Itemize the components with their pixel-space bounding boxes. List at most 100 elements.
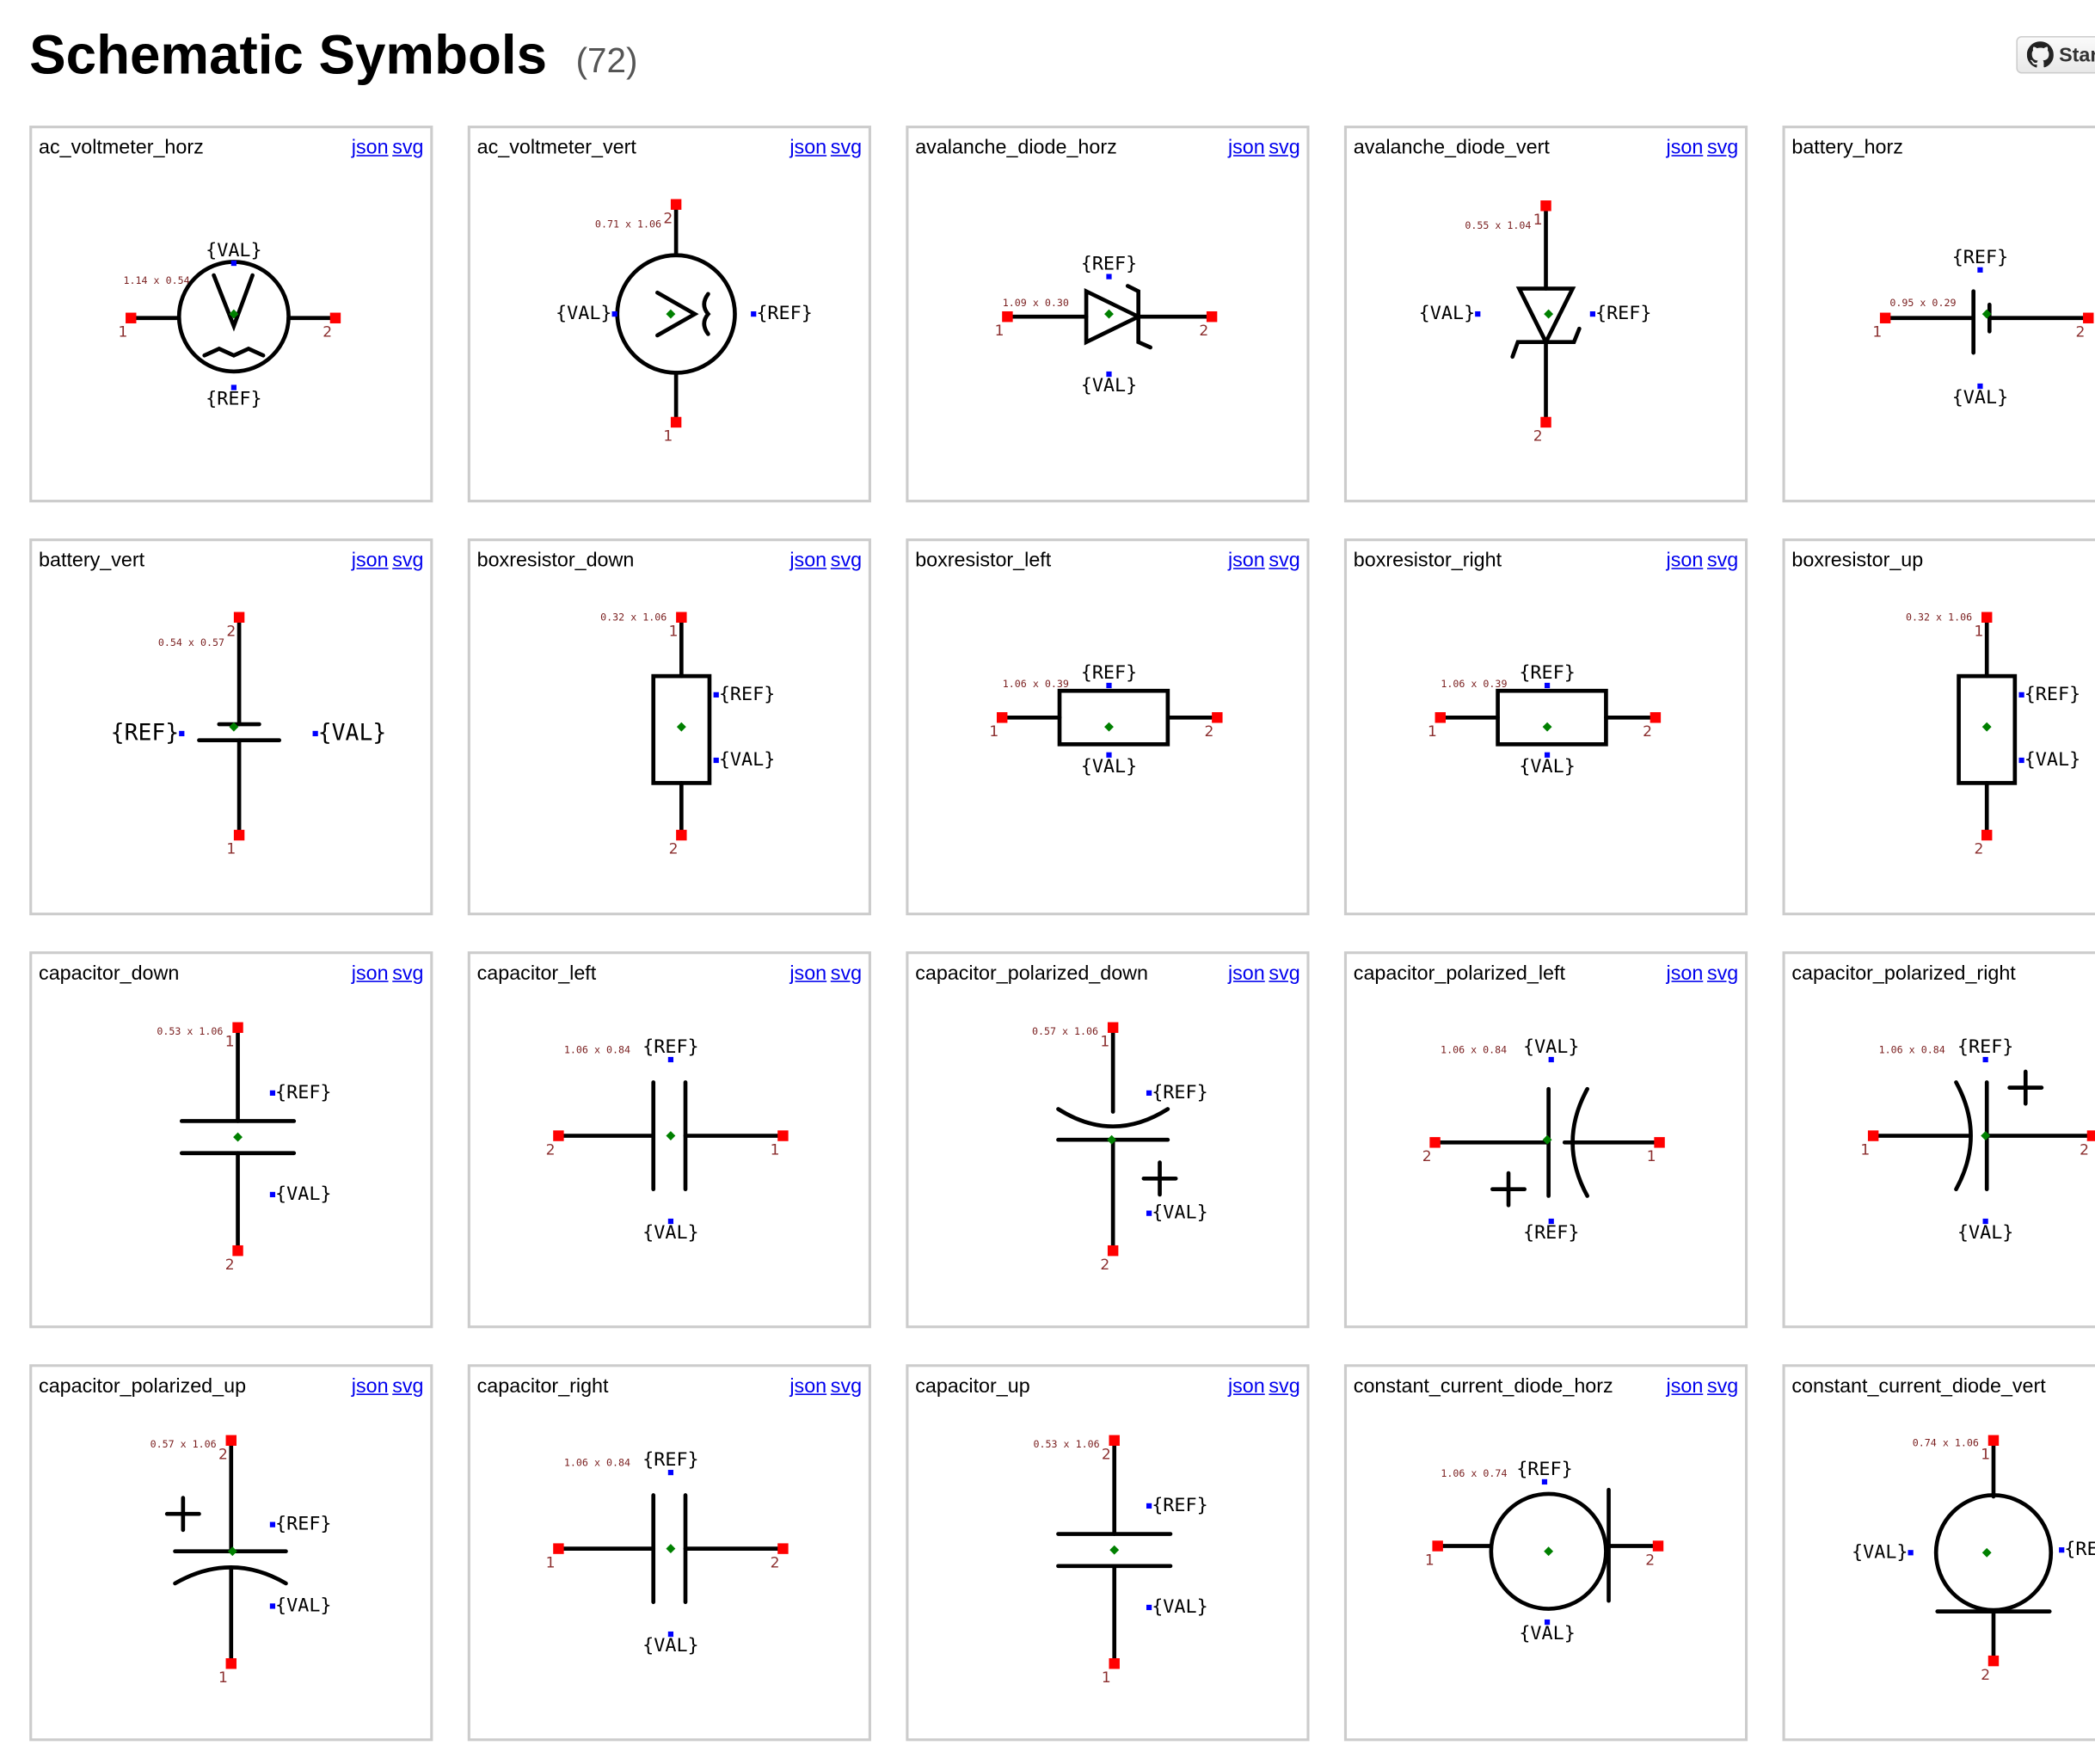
anchor-marker bbox=[2018, 691, 2024, 698]
pin-label: 2 bbox=[2076, 324, 2086, 341]
pin-marker bbox=[1109, 1658, 1120, 1669]
pin-label: 2 bbox=[1645, 1552, 1655, 1569]
symbol-card: 1 2 {REF} {VAL} 1.14 x 0.54 ac_voltmeter_horz… bbox=[29, 126, 433, 503]
anchor-marker bbox=[1106, 752, 1112, 758]
val-label: {VAL} bbox=[556, 303, 611, 324]
pin-marker bbox=[329, 312, 341, 323]
json-link[interactable]: json bbox=[1227, 962, 1265, 986]
symbol-drawing: 1 2 {REF} {VAL} 1.06 x 0.39 bbox=[1428, 662, 1662, 778]
json-link[interactable]: json bbox=[351, 1374, 389, 1398]
json-link[interactable]: json bbox=[789, 136, 827, 159]
symbol-links: json svg bbox=[1224, 549, 1300, 572]
ref-label: {REF} bbox=[1595, 303, 1651, 324]
json-link[interactable]: json bbox=[1666, 136, 1704, 159]
svg-link[interactable]: svg bbox=[1269, 962, 1300, 986]
anchor-marker bbox=[1146, 1210, 1152, 1216]
pin-marker bbox=[1650, 712, 1662, 723]
svg-link[interactable]: svg bbox=[830, 962, 863, 986]
svg-link[interactable]: svg bbox=[1706, 549, 1739, 572]
center-marker bbox=[1104, 309, 1114, 319]
symbol-card: 1 2 {REF} {VAL} 0.53 x 1.06 capacitor_down jso… bbox=[29, 951, 433, 1329]
svg-link[interactable]: svg bbox=[1706, 136, 1739, 159]
ref-label: {REF} bbox=[1952, 247, 2008, 268]
svg-link[interactable]: svg bbox=[1269, 1374, 1300, 1398]
anchor-marker bbox=[1589, 310, 1595, 317]
github-star-button[interactable]: Star bbox=[2016, 35, 2095, 74]
anchor-marker bbox=[269, 1191, 276, 1198]
pin-label: 2 bbox=[1981, 1667, 1990, 1684]
pin-label: 1 bbox=[1860, 1141, 1870, 1159]
json-link[interactable]: json bbox=[789, 549, 827, 572]
symbol-links: json svg bbox=[786, 136, 862, 158]
dimension-label: 1.06 x 0.39 bbox=[1441, 678, 1507, 690]
pin-label: 2 bbox=[225, 1257, 235, 1274]
anchor-marker bbox=[751, 310, 757, 317]
json-link[interactable]: json bbox=[1227, 136, 1265, 159]
symbol-path bbox=[1056, 1107, 1170, 1129]
svg-link[interactable]: svg bbox=[830, 1374, 863, 1398]
center-marker bbox=[1544, 1546, 1554, 1557]
val-label: {VAL} bbox=[1519, 756, 1575, 778]
dimension-label: 0.57 x 1.06 bbox=[151, 1438, 217, 1450]
anchor-marker bbox=[1541, 1478, 1548, 1485]
anchor-marker bbox=[269, 1090, 276, 1096]
symbol-links: json svg bbox=[1224, 136, 1300, 159]
symbol-card: 1 2 {REF} {VAL} 0.32 x 1.06 boxresistor_up bbox=[1782, 538, 2095, 916]
svg-link[interactable]: svg bbox=[392, 962, 424, 986]
svg-link[interactable]: svg bbox=[830, 549, 863, 572]
pin-marker bbox=[1435, 712, 1446, 723]
svg-link[interactable]: svg bbox=[830, 136, 863, 159]
svg-link[interactable]: svg bbox=[1706, 962, 1739, 986]
symbol-card: 1 2 {REF} {VAL} 0.74 x 1.06 constant_current_… bbox=[1782, 1364, 2095, 1742]
svg-link[interactable]: svg bbox=[392, 1374, 424, 1398]
symbol-drawing: 2 1 {REF} {VAL} 1.06 x 0.84 bbox=[546, 1036, 789, 1244]
svg-link[interactable]: svg bbox=[1269, 136, 1300, 159]
pin-label: 2 bbox=[546, 1141, 556, 1159]
pin-label: 1 bbox=[663, 428, 673, 446]
symbol-links: json svg bbox=[1662, 136, 1739, 159]
json-link[interactable]: json bbox=[1666, 549, 1704, 572]
json-link[interactable]: json bbox=[1666, 1374, 1704, 1398]
json-link[interactable]: json bbox=[351, 136, 389, 159]
json-link[interactable]: json bbox=[351, 962, 389, 986]
json-link[interactable]: json bbox=[1227, 549, 1265, 572]
symbol-card: 2 1 {REF} {VAL} 1.06 x 0.84 capacitor_left jso… bbox=[467, 951, 871, 1329]
symbol-circle bbox=[1489, 1491, 1608, 1611]
anchor-marker bbox=[2018, 757, 2024, 764]
pin-marker bbox=[777, 1543, 789, 1554]
symbol-card: 1 2 {REF} {VAL} 1.06 x 0.84 capacitor_polariz… bbox=[1782, 951, 2095, 1329]
star-label: Star bbox=[2059, 43, 2095, 66]
symbol-count: (72) bbox=[575, 40, 638, 81]
center-marker bbox=[1981, 309, 1992, 319]
anchor-marker bbox=[1544, 1619, 1551, 1626]
json-link[interactable]: json bbox=[1666, 962, 1704, 986]
anchor-marker bbox=[1977, 383, 1983, 390]
pin-label: 1 bbox=[226, 841, 236, 858]
anchor-marker bbox=[269, 1521, 276, 1527]
symbol-links: json svg bbox=[1662, 549, 1739, 572]
json-link[interactable]: json bbox=[789, 962, 827, 986]
symbol-card: 1 2 {REF} {VAL} 0.55 x 1.04 avalanche_diode_v… bbox=[1343, 126, 1748, 503]
pin-marker bbox=[1987, 1655, 2000, 1667]
pin-label: 2 bbox=[1205, 723, 1214, 741]
center-marker bbox=[1542, 1134, 1552, 1145]
anchor-marker bbox=[713, 757, 719, 764]
ref-label: {REF} bbox=[1081, 662, 1137, 684]
pin-marker bbox=[553, 1130, 564, 1141]
json-link[interactable]: json bbox=[1227, 1374, 1265, 1398]
json-link[interactable]: json bbox=[351, 549, 389, 572]
svg-link[interactable]: svg bbox=[392, 136, 424, 159]
pin-marker bbox=[676, 829, 687, 841]
svg-link[interactable]: svg bbox=[392, 549, 424, 572]
val-label: {VAL} bbox=[1081, 375, 1137, 396]
anchor-marker bbox=[667, 1469, 674, 1476]
svg-link[interactable]: svg bbox=[1269, 549, 1300, 572]
svg-link[interactable]: svg bbox=[1706, 1374, 1739, 1398]
json-link[interactable]: json bbox=[789, 1374, 827, 1398]
pin-marker bbox=[1002, 310, 1013, 323]
val-label: {VAL} bbox=[1152, 1202, 1207, 1224]
pin-marker bbox=[777, 1130, 789, 1141]
symbol-name: boxresistor_right bbox=[1353, 549, 1502, 572]
dimension-label: 0.55 x 1.04 bbox=[1465, 219, 1531, 231]
dimension-label: 0.57 x 1.06 bbox=[1032, 1025, 1098, 1037]
